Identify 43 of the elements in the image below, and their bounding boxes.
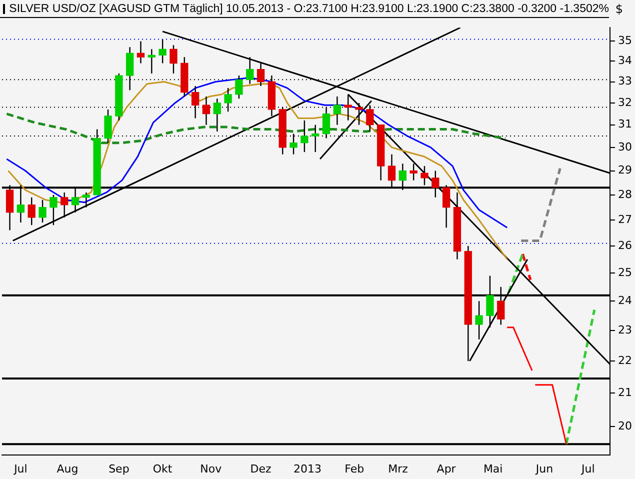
x-tick-label: Okt bbox=[152, 462, 173, 476]
candlestick bbox=[410, 163, 418, 181]
y-tick-label: 33 bbox=[618, 74, 632, 88]
y-tick-label: 22 bbox=[618, 354, 632, 367]
y-tick-label: 30 bbox=[618, 140, 632, 154]
x-tick-label: Nov bbox=[200, 462, 222, 476]
y-tick-label: 35 bbox=[618, 34, 632, 48]
candlestick bbox=[148, 48, 156, 74]
y-tick-label: 29 bbox=[618, 164, 632, 177]
candlestick bbox=[38, 199, 46, 224]
y-tick-label: 32 bbox=[618, 96, 632, 109]
y-tick-label: 28 bbox=[618, 188, 632, 201]
candlestick bbox=[50, 194, 58, 226]
y-axis-title: $ bbox=[615, 2, 623, 16]
y-tick-label: 25 bbox=[618, 266, 632, 279]
x-tick-label: Apr bbox=[436, 462, 456, 476]
x-tick-label: 2013 bbox=[294, 462, 322, 476]
x-tick-label: Sep bbox=[108, 462, 130, 476]
y-tick-label: 24 bbox=[618, 294, 632, 307]
x-tick-label: Mrz bbox=[388, 462, 408, 476]
y-tick-label: 23 bbox=[618, 323, 632, 336]
x-tick-label: Aug bbox=[56, 462, 78, 476]
candlestick bbox=[170, 44, 178, 74]
line-series bbox=[5, 112, 507, 144]
candlestick bbox=[475, 300, 483, 340]
candlestick bbox=[28, 196, 36, 226]
y-tick-label: 31 bbox=[618, 118, 632, 131]
x-tick-label: Jul bbox=[13, 462, 28, 476]
x-tick-label: Feb bbox=[344, 462, 364, 476]
y-tick-label: 21 bbox=[618, 386, 632, 399]
y-tick-label: 26 bbox=[618, 238, 632, 252]
x-tick-label: Jul bbox=[580, 462, 595, 476]
y-tick-label: 34 bbox=[618, 54, 632, 68]
candlestick bbox=[60, 192, 68, 218]
x-tick-label: Jun bbox=[534, 462, 554, 476]
x-tick-label: Dez bbox=[250, 462, 272, 476]
candlestick bbox=[158, 38, 166, 64]
candlestick bbox=[82, 192, 90, 208]
y-tick-label: 27 bbox=[618, 212, 632, 226]
x-tick-label: Mai bbox=[483, 462, 503, 476]
y-tick-label: 20 bbox=[618, 420, 632, 433]
candlestick bbox=[136, 40, 145, 64]
chart-title: SILVER USD/OZ [XAGUSD GTM Täglich] 10.05.2013 - O:23.7100 H:23.9100 L:23.1900 C:23.3800 -0.3200 -1.3502% bbox=[9, 2, 609, 14]
